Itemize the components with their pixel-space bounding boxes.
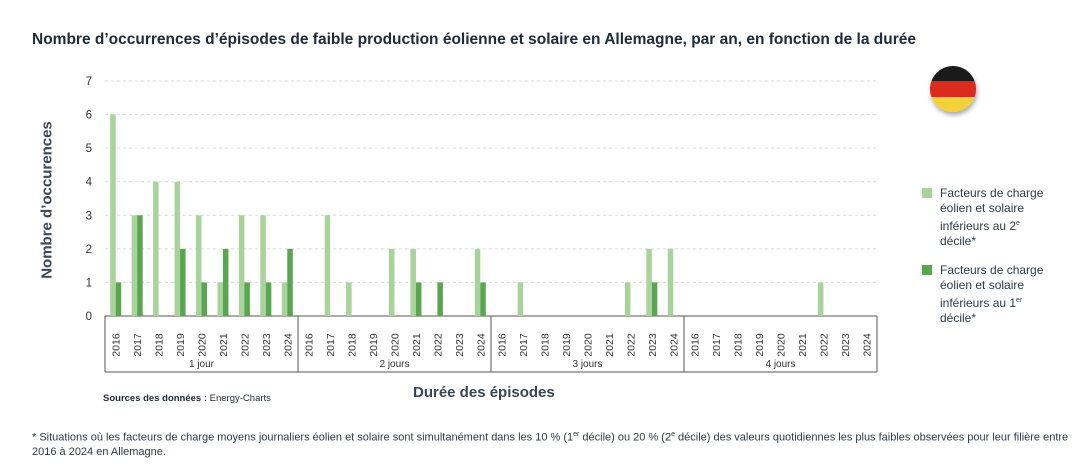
x-tick-year-label: 2016	[497, 333, 509, 357]
bar	[131, 215, 138, 316]
bar	[238, 215, 245, 316]
x-tick-year-label: 2020	[390, 333, 402, 357]
x-tick-year-label: 2018	[347, 333, 359, 357]
x-tick-year-label: 2020	[197, 333, 209, 357]
x-tick-year-label: 2021	[604, 333, 616, 357]
bar	[437, 282, 443, 316]
y-tick-label: 5	[86, 143, 92, 155]
x-tick-year-label: 2017	[711, 333, 723, 357]
bar	[110, 114, 116, 316]
bar	[196, 215, 202, 316]
bar	[281, 282, 288, 316]
x-tick-year-label: 2022	[432, 333, 444, 357]
x-tick-year-label: 2018	[540, 333, 552, 357]
x-tick-year-label: 2022	[818, 333, 830, 357]
x-tick-year-label: 2024	[668, 333, 680, 357]
y-tick-label: 1	[86, 277, 92, 289]
legend-item-1er-decile: Facteurs de charge éolien et solaire inf…	[922, 263, 1052, 326]
bar	[517, 282, 524, 316]
x-tick-year-label: 2019	[561, 333, 573, 357]
bar	[410, 248, 416, 316]
x-tick-year-label: 2023	[647, 333, 659, 357]
x-tick-year-label: 2017	[518, 333, 530, 357]
legend-label-1er-decile: Facteurs de charge éolien et solaire inf…	[940, 263, 1044, 325]
footnote: * Situations où les facteurs de charge m…	[32, 431, 1069, 458]
y-tick-label: 0	[86, 311, 92, 323]
x-tick-year-label: 2016	[690, 333, 702, 357]
bar	[474, 248, 481, 316]
x-tick-year-label: 2021	[218, 333, 230, 357]
chart-title: Nombre d’occurrences d’épisodes de faibl…	[32, 31, 916, 48]
bar	[201, 282, 207, 316]
legend-label-2e-decile: Facteurs de charge éolien et solaire inf…	[940, 186, 1044, 248]
y-tick-label: 7	[86, 76, 92, 88]
x-tick-year-label: 2023	[261, 333, 273, 357]
bar	[646, 248, 652, 316]
x-tick-year-label: 2020	[776, 333, 788, 357]
x-group-label: 4 jours	[765, 359, 795, 370]
bar	[244, 282, 250, 316]
x-tick-year-label: 2017	[132, 333, 144, 357]
bar	[265, 282, 272, 316]
bar	[346, 282, 352, 316]
legend-swatch-light-green	[922, 188, 932, 198]
x-tick-year-label: 2024	[475, 333, 487, 357]
x-tick-year-label: 2020	[583, 333, 595, 357]
bar	[389, 248, 395, 316]
bar	[217, 282, 223, 316]
bar	[287, 248, 293, 316]
bar	[817, 282, 824, 316]
bar	[115, 282, 122, 316]
x-tick-year-label: 2019	[175, 333, 187, 357]
x-tick-year-label: 2017	[325, 333, 337, 357]
x-tick-year-label: 2018	[154, 333, 166, 357]
flag-stripe-black	[930, 66, 976, 82]
bar	[415, 282, 422, 316]
x-tick-year-label: 2016	[304, 333, 316, 357]
x-tick-year-label: 2023	[840, 333, 852, 357]
y-tick-label: 6	[86, 110, 92, 122]
bar	[137, 215, 143, 316]
x-tick-year-label: 2024	[861, 333, 873, 357]
x-tick-year-label: 2021	[411, 333, 423, 357]
bar	[153, 181, 159, 316]
x-tick-year-label: 2022	[239, 333, 251, 357]
germany-flag-icon	[930, 66, 976, 112]
y-axis-label: Nombre d’occurences	[38, 121, 56, 279]
x-group-label: 2 jours	[379, 359, 409, 370]
x-tick-year-label: 2024	[282, 333, 294, 357]
bar	[480, 282, 486, 316]
legend-item-2e-decile: Facteurs de charge éolien et solaire inf…	[922, 186, 1052, 249]
x-group-label: 3 jours	[572, 359, 602, 370]
bar	[324, 215, 331, 316]
bar	[260, 215, 266, 316]
bar	[651, 282, 658, 316]
x-tick-year-label: 2019	[754, 333, 766, 357]
bar	[222, 248, 229, 316]
flag-stripe-red	[930, 81, 976, 97]
y-tick-label: 2	[86, 244, 92, 256]
bar	[180, 248, 186, 316]
x-tick-year-label: 2021	[797, 333, 809, 357]
x-tick-year-label: 2023	[454, 333, 466, 357]
x-tick-year-label: 2016	[111, 333, 123, 357]
flag-stripe-gold	[930, 96, 976, 112]
bar	[624, 282, 631, 316]
legend-swatch-dark-green	[922, 265, 932, 275]
data-source: Sources des données : Energy-Charts	[103, 393, 271, 404]
bar	[667, 248, 674, 316]
x-tick-year-label: 2022	[625, 333, 637, 357]
chart-legend: Facteurs de charge éolien et solaire inf…	[922, 186, 1052, 340]
x-tick-year-label: 2019	[368, 333, 380, 357]
x-axis-label: Durée des épisodes	[413, 384, 555, 401]
bar	[174, 181, 181, 316]
y-tick-label: 4	[86, 177, 93, 189]
x-tick-year-label: 2018	[733, 333, 745, 357]
y-tick-label: 3	[86, 210, 92, 222]
x-group-label: 1 jour	[189, 359, 215, 370]
